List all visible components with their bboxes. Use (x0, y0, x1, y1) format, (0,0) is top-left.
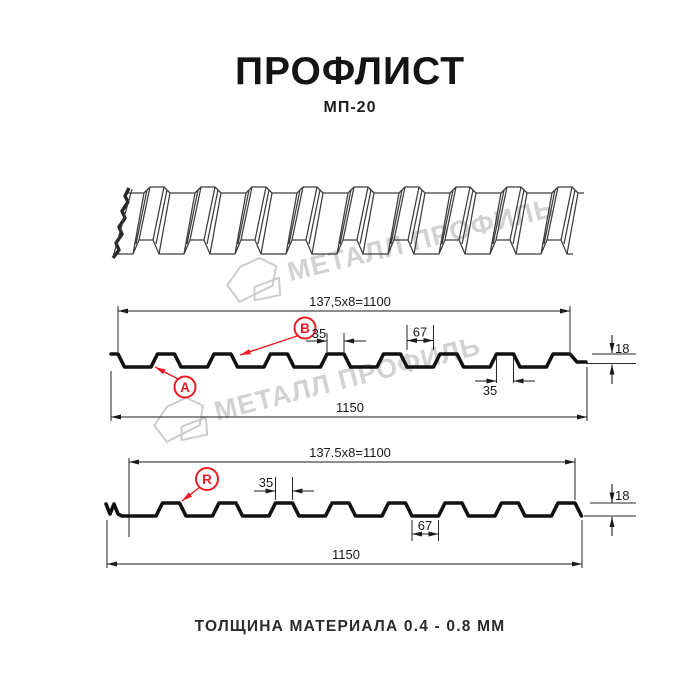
dim-total-label: 1150 (332, 547, 360, 562)
dim-rib-bottom-label: 35 (483, 383, 497, 398)
dim-module-width: 137,5x8=1100 (117, 294, 571, 352)
watermark-top: МЕТАЛЛ ПРОФИЛЬ (220, 186, 559, 310)
dim-total-width: 1150 (110, 367, 588, 421)
watermark-middle: МЕТАЛЛ ПРОФИЛЬ (146, 324, 485, 451)
material-thickness-note: ТОЛЩИНА МАТЕРИАЛА 0.4 - 0.8 ММ (194, 618, 506, 635)
dim-valley-label: 67 (418, 518, 432, 533)
sheet-cut-edge-inner (112, 188, 133, 258)
dim-rib-top-width: 35 (306, 326, 366, 352)
dim-height: 18 (586, 335, 636, 384)
callout-b: В (239, 316, 317, 356)
callout-r: R (181, 467, 219, 502)
profile-outline (109, 352, 588, 369)
metal-profil-logo (153, 396, 209, 443)
cross-section-top: 137,5x8=1100 В А 35 67 (109, 294, 636, 421)
callout-b-label: В (300, 321, 310, 336)
page-title: ПРОФЛИСТ (234, 50, 466, 93)
dim-module-width: 137.5x8=1100 (128, 445, 576, 537)
dim-rib-top-label: 35 (259, 475, 273, 490)
callout-a-label: А (180, 380, 190, 395)
dim-module-width-label: 137,5x8=1100 (309, 294, 391, 309)
callout-r-label: R (202, 472, 212, 487)
callout-a: А (154, 366, 197, 399)
dim-rib-top-width: 35 (254, 475, 314, 500)
dim-module-width-label: 137.5x8=1100 (309, 445, 391, 460)
dim-rib-bottom-width: 35 (475, 358, 535, 398)
corrugation-lines (114, 186, 584, 255)
dim-valley-label: 67 (413, 325, 427, 340)
profile-outline (104, 501, 584, 518)
dim-total-label: 1150 (336, 400, 364, 415)
metal-profil-logo (226, 256, 282, 303)
corrugation-pattern (114, 186, 584, 255)
dim-height-label: 18 (615, 488, 629, 503)
dim-height-label: 18 (615, 341, 629, 356)
sheet-3d-view (111, 186, 584, 260)
dim-valley-width: 67 (406, 325, 435, 350)
cross-section-bottom: 137.5x8=1100 R 35 67 18 (104, 445, 636, 568)
dim-valley-width: 67 (411, 518, 440, 541)
dim-height: 18 (584, 484, 636, 536)
profile-model: МП-20 (323, 99, 377, 116)
dim-total-width: 1150 (106, 520, 583, 568)
dim-rib-top-label: 35 (312, 326, 326, 341)
